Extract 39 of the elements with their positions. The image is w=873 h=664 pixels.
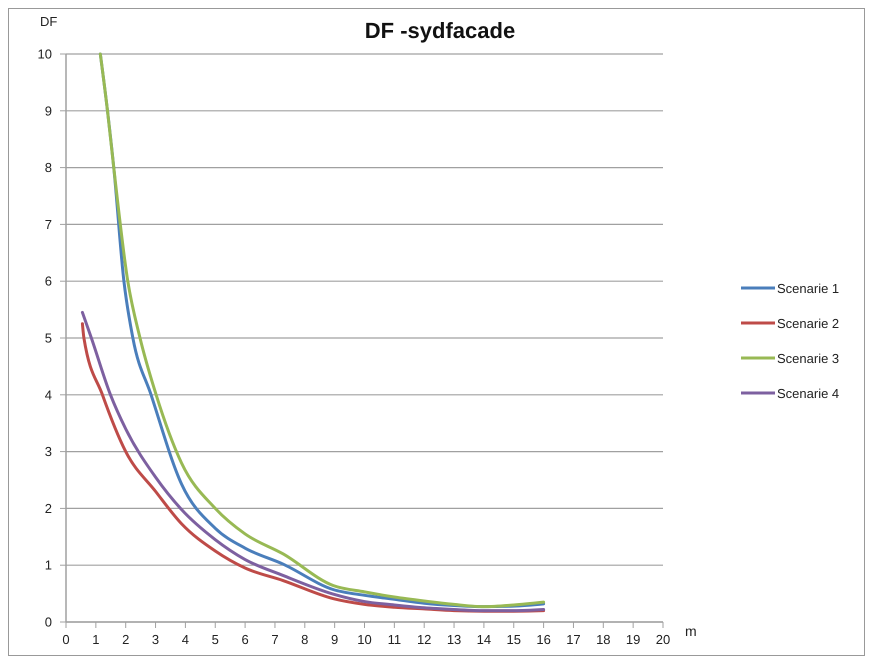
x-tick-label: 15 xyxy=(506,632,521,647)
x-tick-label: 5 xyxy=(212,632,219,647)
y-tick-label: 8 xyxy=(44,160,52,176)
x-tick-label: 19 xyxy=(626,632,640,647)
x-tick-label: 14 xyxy=(476,632,492,647)
x-tick-label: 1 xyxy=(92,632,100,647)
x-tick-label: 18 xyxy=(596,632,611,647)
x-tick-label: 20 xyxy=(656,632,670,647)
x-tick-label: 17 xyxy=(566,632,581,647)
y-tick-label: 5 xyxy=(44,330,52,346)
x-tick-label: 10 xyxy=(357,632,372,647)
y-tick-label: 6 xyxy=(44,274,52,289)
y-tick-label: 3 xyxy=(44,444,52,460)
x-tick-label: 6 xyxy=(241,632,249,647)
x-axis-title: m xyxy=(685,623,697,639)
y-tick-label: 9 xyxy=(44,103,52,118)
y-tick-label: 1 xyxy=(44,558,52,573)
x-tick-label: 0 xyxy=(62,632,70,647)
chart-title: DF -sydfacade xyxy=(364,18,516,43)
y-tick-label: 10 xyxy=(38,46,52,62)
x-tick-label: 3 xyxy=(152,632,160,647)
x-tick-label: 2 xyxy=(122,632,130,647)
x-tick-label: 7 xyxy=(271,632,279,647)
x-tick-label: 16 xyxy=(536,632,551,647)
x-tick-label: 8 xyxy=(301,632,308,647)
legend-label: Scenarie 3 xyxy=(777,351,840,366)
y-tick-label: 0 xyxy=(44,614,52,630)
legend-label: Scenarie 1 xyxy=(777,281,840,296)
y-tick-label: 2 xyxy=(44,500,52,516)
x-tick-label: 13 xyxy=(446,632,462,647)
x-tick-label: 4 xyxy=(182,632,190,647)
legend-label: Scenarie 2 xyxy=(777,316,840,331)
legend-label: Scenarie 4 xyxy=(777,386,840,401)
y-tick-label: 7 xyxy=(44,216,52,232)
x-tick-label: 9 xyxy=(331,632,338,647)
y-tick-label: 4 xyxy=(44,387,52,402)
x-tick-label: 12 xyxy=(416,632,432,647)
y-axis-title: DF xyxy=(40,14,58,29)
x-tick-label: 11 xyxy=(388,632,402,647)
